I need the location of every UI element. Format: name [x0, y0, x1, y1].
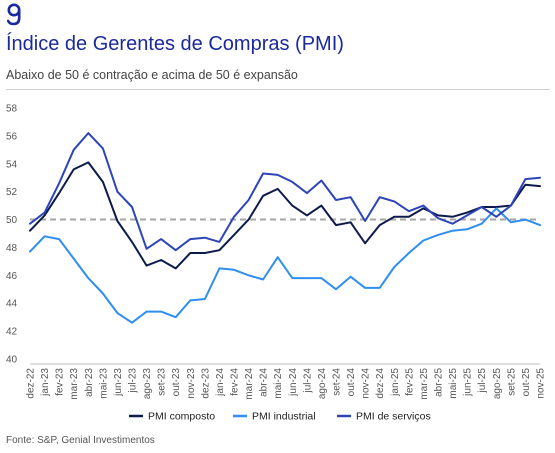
- x-tick-label: out-23: [171, 368, 182, 397]
- y-axis: 40 42 44 46 48 50 52 54 56 58: [6, 104, 18, 366]
- x-tick-label: jul-24: [302, 368, 313, 394]
- x-tick-label: abr-24: [259, 368, 270, 397]
- x-tick-label: set-24: [332, 368, 343, 396]
- x-tick-label: fev-25: [404, 368, 415, 396]
- x-tick-label: jul-25: [477, 368, 488, 394]
- y-tick-label: 46: [6, 271, 18, 282]
- x-tick-label: dez-22: [26, 368, 37, 399]
- x-tick-label: mai-23: [98, 368, 109, 399]
- series-line-3: [29, 132, 541, 252]
- y-tick-label: 56: [6, 131, 18, 142]
- x-tick-label: dez-23: [200, 368, 211, 399]
- x-tick-label: set-25: [506, 368, 517, 396]
- y-tick-label: 42: [6, 327, 18, 338]
- series-line-1: [29, 161, 541, 270]
- series-lines: [29, 132, 541, 324]
- x-tick-label: mai-24: [273, 368, 284, 399]
- x-tick-label: fev-24: [230, 368, 241, 396]
- y-tick-label: 44: [6, 299, 18, 310]
- x-tick-label: jan-24: [215, 368, 226, 397]
- x-tick-label: ago-24: [317, 368, 328, 400]
- x-tick-label: mar-23: [69, 368, 80, 400]
- x-tick-label: mar-25: [419, 368, 430, 400]
- legend-label: PMI composto: [148, 411, 215, 423]
- y-tick-label: 52: [6, 187, 18, 198]
- x-tick-label: jul-23: [128, 368, 139, 394]
- x-tick-label: jan-23: [40, 368, 51, 397]
- genial-logo-icon: [6, 3, 21, 26]
- x-tick-label: fev-23: [55, 368, 66, 396]
- x-tick-label: mai-25: [448, 368, 459, 399]
- x-tick-label: jun-25: [463, 368, 474, 397]
- chart-legend: PMI composto PMI industrial PMI de serviço…: [129, 411, 431, 423]
- legend-label: PMI industrial: [252, 411, 316, 423]
- x-axis: dez-22 jan-23 fev-23 mar-23 abr-23 mai-23 jun-…: [26, 363, 547, 400]
- y-tick-label: 54: [6, 159, 18, 170]
- page-title: Índice de Gerentes de Compras (PMI): [6, 33, 344, 55]
- legend-label: PMI de serviços: [356, 411, 431, 423]
- x-tick-label: jun-23: [113, 368, 124, 397]
- x-tick-label: abr-25: [434, 368, 445, 397]
- x-tick-label: set-23: [157, 368, 168, 396]
- x-tick-label: mar-24: [244, 368, 255, 400]
- x-tick-label: nov-24: [361, 368, 372, 399]
- y-tick-label: 48: [6, 243, 18, 254]
- y-tick-label: 58: [6, 104, 18, 115]
- source-note: Fonte: S&P, Genial Investimentos: [6, 435, 155, 446]
- page-subtitle: Abaixo de 50 é contração e acima de 50 é…: [6, 68, 298, 82]
- x-tick-label: ago-23: [142, 368, 153, 400]
- x-tick-label: nov-25: [536, 368, 547, 399]
- x-tick-label: out-24: [346, 368, 357, 397]
- header-divider: [6, 89, 550, 90]
- series-line-2: [29, 207, 541, 324]
- y-tick-label: 50: [6, 215, 18, 226]
- y-tick-label: 40: [6, 355, 18, 366]
- x-tick-label: out-25: [521, 368, 532, 397]
- x-tick-label: nov-23: [186, 368, 197, 399]
- x-tick-label: ago-25: [492, 368, 503, 400]
- x-tick-label: jan-25: [390, 368, 401, 397]
- x-tick-label: dez-24: [375, 368, 386, 399]
- x-tick-label: abr-23: [84, 368, 95, 397]
- x-tick-label: jun-24: [288, 368, 299, 397]
